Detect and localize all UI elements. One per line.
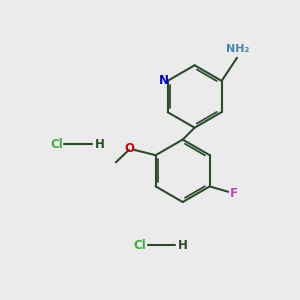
- Text: F: F: [230, 187, 238, 200]
- Text: Cl: Cl: [133, 238, 146, 252]
- Text: O: O: [124, 142, 134, 155]
- Text: H: H: [94, 138, 104, 151]
- Text: Cl: Cl: [50, 138, 63, 151]
- Text: NH₂: NH₂: [226, 44, 249, 54]
- Text: N: N: [159, 74, 169, 87]
- Text: H: H: [178, 238, 188, 252]
